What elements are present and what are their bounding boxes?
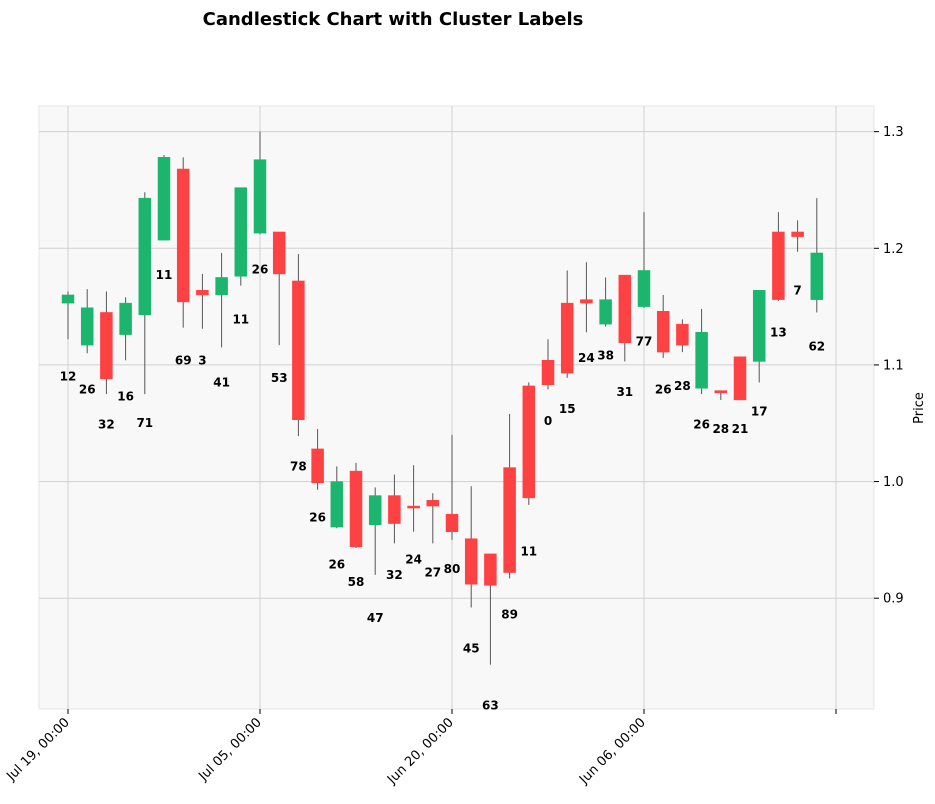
y-tick-label: 0.9 xyxy=(883,592,904,607)
cluster-label: 31 xyxy=(616,385,633,399)
cluster-label: 24 xyxy=(578,351,595,365)
cluster-label: 45 xyxy=(463,641,480,655)
cluster-label: 11 xyxy=(156,268,173,282)
cluster-label: 89 xyxy=(501,608,518,622)
candle-body xyxy=(618,274,632,344)
cluster-label: 53 xyxy=(271,371,288,385)
cluster-label: 12 xyxy=(60,370,77,384)
y-tick-label: 1.2 xyxy=(883,242,904,257)
candle-body xyxy=(407,505,420,509)
cluster-label: 28 xyxy=(674,379,691,393)
cluster-label: 7 xyxy=(793,283,801,297)
cluster-label: 11 xyxy=(520,545,537,559)
candle-body xyxy=(330,481,344,528)
x-axis: Jul 19, 00:00 Jul 05, 00:00 Jun 20, 00:00 J… xyxy=(3,709,837,788)
candle-body xyxy=(272,231,286,275)
candle-body xyxy=(368,495,382,525)
y-tick-label: 1.0 xyxy=(883,475,904,490)
chart-title: Candlestick Chart with Cluster Labels xyxy=(203,9,584,30)
candle-body xyxy=(560,302,574,374)
cluster-label: 58 xyxy=(348,575,365,589)
cluster-label: 26 xyxy=(79,382,96,396)
candle-body xyxy=(215,277,228,296)
candle-body xyxy=(541,360,555,386)
candle-body xyxy=(119,302,132,335)
cluster-label: 32 xyxy=(98,417,115,431)
candle-body xyxy=(772,231,785,300)
y-tick-label: 1.3 xyxy=(883,125,904,140)
cluster-label: 13 xyxy=(770,325,787,339)
candle-body xyxy=(695,332,708,389)
candle-body xyxy=(311,448,324,483)
candle-body xyxy=(733,356,747,401)
candles xyxy=(61,131,824,665)
candle-body xyxy=(80,307,94,346)
cluster-label: 41 xyxy=(213,375,230,389)
cluster-label: 26 xyxy=(252,262,269,276)
cluster-label: 26 xyxy=(655,382,672,396)
candle-body xyxy=(138,197,152,316)
candle-body xyxy=(752,290,766,362)
cluster-label: 77 xyxy=(636,335,653,349)
cluster-label: 32 xyxy=(386,568,403,582)
candle-body xyxy=(714,390,728,394)
y-tick-label: 1.1 xyxy=(883,358,904,373)
cluster-label: 63 xyxy=(482,699,499,713)
candle-body xyxy=(791,231,804,237)
cluster-label: 11 xyxy=(232,312,249,326)
y-axis: 0.9 1.0 1.1 1.2 1.3 xyxy=(874,125,904,607)
cluster-label: 0 xyxy=(544,414,552,428)
x-tick-label: Jul 05, 00:00 xyxy=(195,715,264,784)
candle-body xyxy=(484,553,497,586)
cluster-label: 62 xyxy=(808,339,825,353)
cluster-label: 16 xyxy=(117,389,134,403)
cluster-label: 28 xyxy=(712,422,729,436)
candle-body xyxy=(157,157,171,241)
candle-body xyxy=(176,168,190,303)
x-tick-label: Jun 20, 00:00 xyxy=(384,715,457,788)
candle-body xyxy=(61,294,75,304)
cluster-label: 78 xyxy=(290,459,307,473)
x-tick-label: Jun 06, 00:00 xyxy=(576,715,649,788)
cluster-label: 24 xyxy=(405,553,422,567)
candle-body xyxy=(196,290,209,296)
candle-body xyxy=(445,513,459,532)
cluster-label: 47 xyxy=(367,611,384,625)
x-tick-label: Jul 19, 00:00 xyxy=(3,715,72,784)
grid xyxy=(39,106,874,709)
cluster-label: 80 xyxy=(444,562,461,576)
cluster-label: 71 xyxy=(136,416,153,430)
candle-body xyxy=(522,385,536,499)
cluster-label: 21 xyxy=(732,422,749,436)
candle-body xyxy=(810,252,824,300)
candle-body xyxy=(580,299,593,304)
candle-body xyxy=(388,495,401,524)
cluster-label: 38 xyxy=(597,349,614,363)
candle-body xyxy=(234,187,248,277)
candle-body xyxy=(599,299,612,325)
cluster-label: 26 xyxy=(309,511,326,525)
candle-body xyxy=(349,470,363,548)
candle-body xyxy=(656,311,670,353)
cluster-label: 69 xyxy=(175,353,192,367)
cluster-label: 15 xyxy=(559,402,576,416)
candle-body xyxy=(464,538,478,585)
candle-body xyxy=(426,499,440,507)
cluster-label: 3 xyxy=(198,353,206,367)
candle-body xyxy=(292,280,305,420)
cluster-label: 17 xyxy=(751,405,768,419)
candle-body xyxy=(637,270,651,307)
cluster-label: 27 xyxy=(424,566,441,580)
cluster-label: 26 xyxy=(328,557,345,571)
candle-body xyxy=(503,467,516,573)
cluster-label: 26 xyxy=(693,417,710,431)
candle-body xyxy=(253,159,267,234)
candle-body xyxy=(676,323,689,346)
candle-body xyxy=(100,312,113,380)
y-axis-label: Price xyxy=(912,392,927,424)
